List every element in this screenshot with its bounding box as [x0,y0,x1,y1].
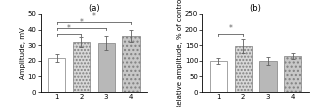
Text: *: * [229,24,233,33]
Bar [73,42,90,92]
Text: *: * [80,18,83,27]
Bar [122,36,139,92]
Y-axis label: Relative amplitude, % of control: Relative amplitude, % of control [177,0,183,107]
Title: (a): (a) [88,4,100,13]
Title: (b): (b) [250,4,261,13]
Bar [284,56,301,92]
Bar [48,58,65,92]
Text: *: * [92,12,96,21]
Bar [259,61,277,92]
Bar [98,43,115,92]
Y-axis label: Amplitude, mV: Amplitude, mV [20,27,26,79]
Bar [235,46,252,92]
Text: *: * [67,24,71,33]
Bar [210,61,227,92]
